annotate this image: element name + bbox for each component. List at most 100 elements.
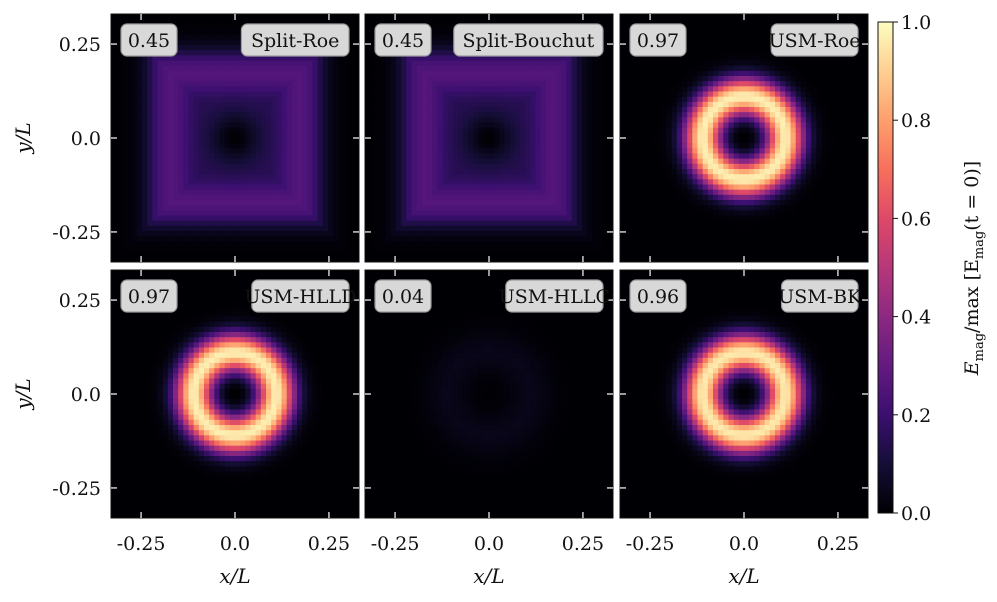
heatmap-cell	[131, 153, 138, 160]
heatmap-cell	[576, 112, 583, 118]
heatmap-cell	[535, 70, 542, 77]
heatmap-cell	[582, 189, 588, 196]
heatmap-cell	[338, 148, 344, 154]
heatmap-cell	[723, 24, 729, 30]
heatmap-cell	[592, 210, 598, 216]
heatmap-cell	[385, 148, 392, 154]
heatmap-cell	[489, 19, 495, 25]
heatmap-cell	[494, 179, 500, 185]
heatmap-cell	[266, 81, 272, 87]
heatmap-cell	[353, 174, 360, 180]
heatmap-cell	[209, 138, 215, 144]
heatmap-cell	[421, 225, 428, 232]
heatmap-cell	[504, 14, 511, 20]
heatmap-cell	[322, 246, 329, 253]
heatmap-cell	[286, 122, 293, 129]
heatmap-cell	[193, 220, 200, 227]
heatmap-cell	[260, 163, 267, 170]
heatmap-cell	[411, 81, 418, 87]
heatmap-cell	[173, 117, 179, 123]
heatmap-cell	[545, 65, 552, 72]
heatmap-cell	[463, 65, 469, 72]
heatmap-cell	[561, 163, 567, 170]
heatmap-cell	[209, 256, 215, 263]
heatmap-cell	[571, 241, 578, 247]
heatmap-cell	[390, 163, 397, 170]
heatmap-cell	[416, 96, 423, 103]
heatmap-cell	[193, 107, 200, 113]
heatmap-cell	[152, 231, 158, 237]
heatmap-cell	[183, 86, 189, 92]
heatmap-cell	[535, 200, 542, 206]
heatmap-cell	[173, 231, 179, 237]
heatmap-cell	[214, 29, 220, 36]
heatmap-cell	[442, 251, 449, 258]
heatmap-cell	[328, 163, 334, 170]
heatmap-cell	[136, 65, 143, 72]
heatmap-cell	[147, 163, 153, 170]
heatmap-cell	[317, 194, 324, 201]
heatmap-cell	[416, 101, 423, 108]
heatmap-cell	[483, 127, 490, 134]
heatmap-cell	[348, 127, 355, 134]
heatmap-cell	[390, 96, 397, 103]
heatmap-cell	[390, 184, 397, 191]
heatmap-cell	[235, 45, 241, 51]
heatmap-cell	[744, 39, 750, 46]
heatmap-cell	[411, 220, 418, 227]
heatmap-cell	[271, 148, 277, 154]
heatmap-cell	[260, 189, 267, 196]
heatmap-cell	[219, 96, 226, 103]
heatmap-cell	[255, 205, 262, 211]
heatmap-cell	[281, 91, 288, 98]
heatmap-cell	[483, 205, 490, 211]
heatmap-cell	[312, 117, 319, 123]
heatmap-cell	[411, 179, 418, 185]
heatmap-cell	[235, 225, 241, 232]
heatmap-cell	[556, 76, 562, 82]
heatmap-cell	[317, 215, 324, 222]
heatmap-cell	[597, 225, 604, 232]
heatmap-cell	[333, 194, 339, 201]
heatmap-cell	[592, 163, 598, 170]
heatmap-cell	[126, 19, 133, 25]
heatmap-cell	[116, 70, 122, 77]
heatmap-cell	[447, 148, 454, 154]
heatmap-cell	[390, 241, 397, 247]
heatmap-cell	[551, 143, 557, 149]
heatmap-cell	[183, 117, 189, 123]
heatmap-cell	[121, 132, 127, 139]
heatmap-cell	[602, 19, 609, 25]
heatmap-cell	[520, 70, 526, 77]
heatmap-cell	[333, 246, 339, 253]
heatmap-cell	[452, 81, 459, 87]
heatmap-cell	[193, 225, 200, 232]
heatmap-cell	[255, 60, 262, 67]
heatmap-cell	[769, 14, 776, 20]
value-label: 0.45	[382, 30, 424, 52]
heatmap-cell	[162, 76, 169, 82]
heatmap-cell	[291, 220, 298, 227]
heatmap-cell	[219, 55, 226, 61]
heatmap-cell	[271, 256, 277, 263]
heatmap-cell	[427, 122, 433, 129]
heatmap-cell	[111, 220, 117, 227]
heatmap-cell	[396, 169, 402, 175]
heatmap-cell	[333, 132, 339, 139]
heatmap-cell	[602, 153, 609, 160]
heatmap-cell	[178, 86, 184, 92]
heatmap-cell	[219, 101, 226, 108]
heatmap-cell	[427, 231, 433, 237]
heatmap-cell	[353, 86, 360, 92]
heatmap-cell	[307, 158, 313, 165]
heatmap-cell	[162, 153, 169, 160]
heatmap-cell	[250, 220, 257, 227]
heatmap-cell	[602, 179, 609, 185]
heatmap-cell	[437, 174, 443, 180]
heatmap-cell	[473, 76, 480, 82]
heatmap-cell	[707, 24, 714, 30]
heatmap-cell	[494, 117, 500, 123]
heatmap-cell	[116, 200, 122, 206]
heatmap-cell	[390, 174, 397, 180]
heatmap-cell	[183, 251, 189, 258]
